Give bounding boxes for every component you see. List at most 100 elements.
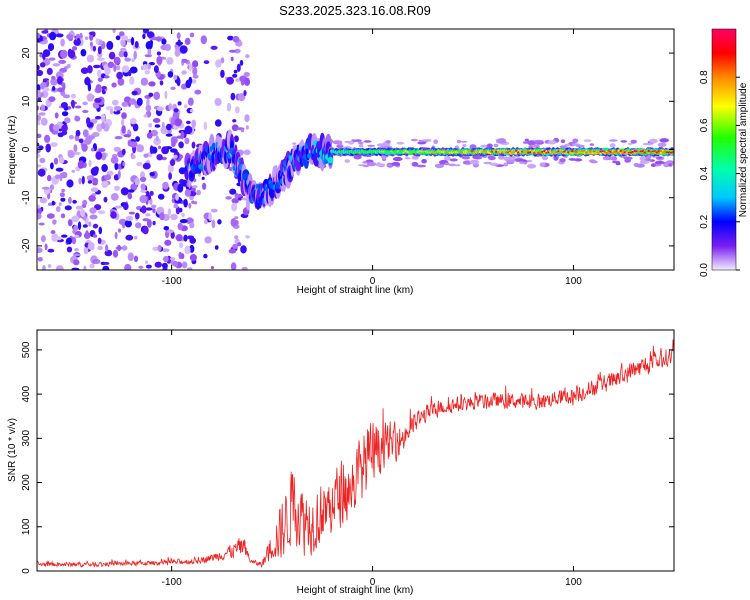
spectrogram-haze-blob	[668, 163, 673, 167]
spectrogram-noise-blob	[89, 33, 94, 41]
spectrogram-noise-blob	[121, 148, 126, 156]
spectrogram-noise-blob	[125, 215, 134, 222]
spectrogram-noise-blob	[101, 152, 107, 161]
spectrogram-noise-blob	[189, 62, 192, 72]
spectrogram-noise-blob	[101, 121, 106, 129]
spectrogram-y-tick-label: -20	[21, 238, 32, 253]
spectrogram-noise-blob	[153, 118, 161, 123]
spectrogram-haze-blob	[417, 141, 427, 145]
spectrogram-noise-blob	[227, 35, 234, 41]
spectrogram-haze-blob	[639, 156, 647, 162]
spectrogram-noise-blob	[141, 205, 147, 214]
snr-x-tick-label: -100	[162, 577, 182, 588]
spectrogram-noise-blob	[157, 145, 162, 150]
spectrogram-noise-blob	[44, 134, 51, 143]
snr-y-tick-label: 400	[21, 385, 32, 402]
spectrogram-noise-blob	[230, 218, 237, 227]
spectrogram-noise-blob	[147, 48, 152, 55]
snr-y-tick-label: 300	[21, 430, 32, 447]
spectrogram-haze-blob	[376, 143, 387, 147]
spectrogram-noise-blob	[234, 106, 240, 114]
spectrogram-noise-blob	[142, 33, 146, 40]
spectrogram-noise-blob	[84, 36, 89, 40]
spectrogram-noise-blob	[214, 245, 219, 250]
spectrogram-noise-blob	[163, 256, 169, 263]
spectrogram-noise-blob	[92, 223, 99, 229]
spectrogram-noise-blob	[51, 86, 56, 91]
spectrogram-noise-blob	[170, 213, 178, 221]
spectrogram-noise-blob	[136, 162, 143, 167]
spectrogram-haze-blob	[448, 163, 456, 167]
spectrogram-noise-blob	[60, 49, 68, 59]
spectrogram-noise-blob	[82, 224, 88, 228]
spectrogram-noise-blob	[104, 174, 112, 181]
spectrogram-noise-blob	[60, 102, 68, 109]
spectrogram-noise-blob	[226, 76, 235, 85]
spectrogram-noise-blob	[123, 51, 128, 58]
spectrogram-noise-blob	[107, 61, 115, 69]
spectrogram-haze-blob	[548, 140, 557, 145]
snr-panel: -100 0 100 0 100 200 300 400 500 Height of stra…	[7, 329, 675, 596]
spectrogram-noise-blob	[127, 252, 134, 262]
spectrogram-noise-blob	[70, 93, 77, 99]
spectrogram-noise-blob	[74, 248, 79, 252]
spectrogram-noise-blob	[71, 267, 80, 270]
spectrogram-noise-blob	[179, 242, 184, 249]
spectrogram-haze-blob	[396, 141, 405, 145]
spectrogram-haze-blob	[292, 142, 297, 145]
spectrogram-noise-blob	[210, 45, 218, 50]
spectrogram-noise-blob	[142, 218, 150, 222]
spectrogram-haze-blob	[411, 155, 419, 160]
spectrogram-noise-blob	[173, 108, 179, 113]
spectrogram-noise-blob	[174, 118, 182, 127]
spectrogram-haze-blob	[391, 161, 401, 167]
spectrogram-noise-blob	[152, 208, 156, 214]
spectrogram-noise-blob	[114, 185, 120, 191]
spectrogram-noise-blob	[62, 84, 66, 90]
spectrogram-noise-blob	[134, 235, 138, 240]
spectrogram-noise-blob	[38, 112, 46, 116]
spectrogram-haze-blob	[539, 162, 546, 167]
spectrogram-noise-blob	[105, 244, 109, 252]
spectrogram-noise-blob	[67, 63, 71, 69]
spectrogram-x-ticks: -100 0 100	[162, 29, 582, 287]
spectrogram-haze-blob	[533, 144, 540, 149]
spectrogram-noise-blob	[92, 101, 101, 109]
spectrogram-noise-blob	[112, 99, 119, 106]
spectrogram-noise-blob	[142, 29, 150, 34]
spectrogram-noise-blob	[114, 205, 122, 209]
spectrogram-noise-blob	[53, 157, 59, 165]
spectrogram-noise-blob	[57, 76, 63, 85]
spectrogram-noise-blob	[161, 38, 167, 45]
spectrogram-noise-blob	[175, 206, 180, 215]
spectrogram-noise-blob	[74, 115, 81, 122]
spectrogram-noise-blob	[82, 109, 89, 114]
spectrogram-noise-blob	[67, 49, 76, 59]
spectrogram-noise-blob	[136, 144, 145, 153]
spectrogram-noise-blob	[245, 235, 251, 239]
spectrogram-noise-blob	[166, 229, 174, 234]
spectrogram-noise-blob	[81, 143, 88, 152]
spectrogram-noise-blob	[60, 197, 66, 202]
spectrogram-noise-blob	[232, 119, 237, 123]
spectrogram-noise-blob	[243, 149, 251, 156]
spectrogram-haze-blob	[472, 154, 480, 160]
spectrogram-noise-blob	[180, 253, 185, 260]
spectrogram-noise-blob	[72, 253, 81, 257]
spectrogram-noise-blob	[50, 162, 54, 170]
spectrogram-noise-blob	[57, 132, 64, 138]
spectrogram-noise-blob	[78, 177, 82, 185]
spectrogram-image	[37, 29, 674, 270]
spectrogram-noise-blob	[123, 134, 131, 138]
spectrogram-noise-blob	[228, 248, 237, 254]
spectrogram-noise-blob	[215, 59, 222, 68]
spectrogram-noise-blob	[145, 213, 151, 217]
spectrogram-noise-blob	[75, 205, 84, 210]
spectrogram-noise-blob	[172, 260, 179, 267]
spectrogram-noise-blob	[49, 184, 55, 191]
spectrogram-noise-blob	[121, 245, 128, 251]
spectrogram-noise-blob	[234, 192, 239, 200]
spectrogram-haze-blob	[469, 159, 480, 165]
spectrogram-noise-blob	[83, 265, 87, 270]
spectrogram-noise-blob	[37, 121, 41, 126]
